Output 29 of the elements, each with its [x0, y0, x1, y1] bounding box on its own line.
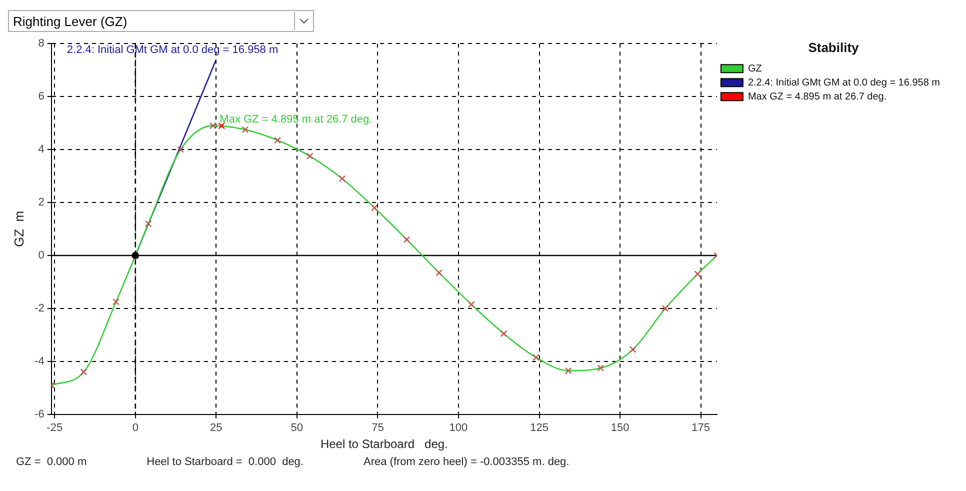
- x-tick-label: 25: [210, 422, 222, 434]
- y-axis-title: GZ m: [11, 210, 26, 248]
- legend-label: 2.2.4: Initial GMt GM at 0.0 deg = 16.958 m: [748, 77, 940, 88]
- x-tick-label: 100: [449, 422, 468, 434]
- y-tick-label: -2: [34, 302, 44, 314]
- x-axis-title: Heel to Starboard deg.: [320, 437, 448, 452]
- y-tick-label: 6: [38, 90, 44, 103]
- annotation: Max GZ = 4.895 m at 26.7 deg.: [220, 113, 372, 126]
- x-tick-label: 75: [372, 422, 384, 434]
- x-tick-label: 175: [692, 422, 710, 434]
- text: Area (from zero heel) = -0.003355 m. deg.: [363, 456, 570, 468]
- y-tick-label: 2: [38, 196, 44, 209]
- x-tick-label: 50: [290, 422, 304, 434]
- y-tick-label: 8: [38, 38, 44, 50]
- text: GZ = 0.000 m: [16, 456, 87, 468]
- legend-title: Stability: [808, 40, 860, 56]
- y-tick-label: 0: [38, 250, 44, 262]
- annotation: 2.2.4: Initial GMt GM at 0.0 deg = 16.958 m: [66, 44, 278, 56]
- legend-label: Max GZ = 4.895 m at 26.7 deg.: [748, 91, 887, 102]
- y-tick-label: -4: [34, 355, 44, 368]
- y-tick-label: 4: [38, 144, 44, 156]
- x-tick-label: 125: [530, 422, 548, 434]
- text: Heel to Starboard = 0.000 deg.: [146, 456, 304, 468]
- x-tick-label: 150: [610, 422, 630, 434]
- x-tick-label: 0: [132, 422, 138, 434]
- legend-label: GZ: [748, 63, 762, 74]
- chart-title: Righting Lever (GZ): [13, 14, 128, 28]
- x-tick-label: -25: [46, 422, 63, 434]
- y-tick-label: -6: [34, 408, 44, 420]
